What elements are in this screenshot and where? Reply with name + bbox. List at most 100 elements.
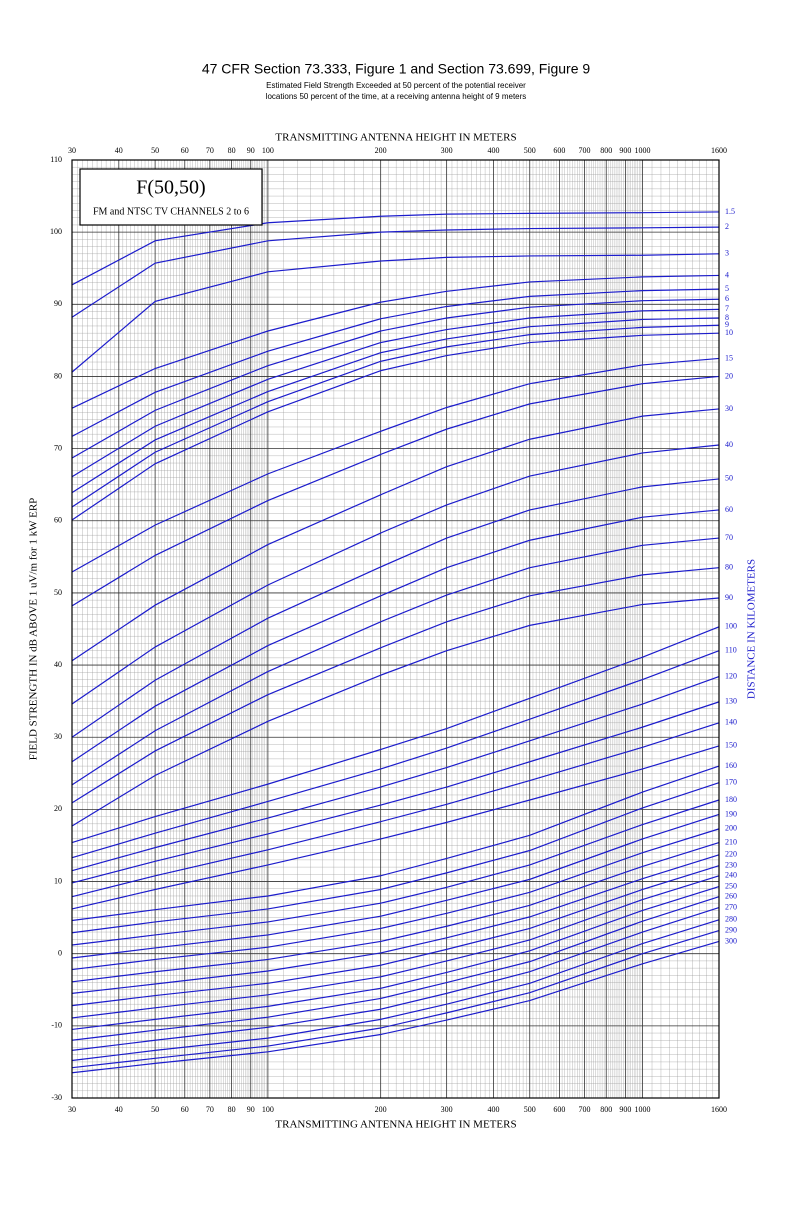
y-tick-label: 60 <box>54 516 62 525</box>
x-tick-label: 90 <box>247 146 255 155</box>
y-tick-label: 100 <box>50 227 62 236</box>
series-label: 160 <box>725 761 737 770</box>
x-tick-label: 200 <box>375 1105 387 1114</box>
series-line <box>71 226 720 318</box>
series-label: 4 <box>725 270 729 279</box>
chart-subtitle: locations 50 percent of the time, at a r… <box>266 92 527 101</box>
x-tick-label: 70 <box>206 1105 214 1114</box>
series-line <box>71 813 720 959</box>
x-tick-label: 900 <box>619 1105 631 1114</box>
series-label: 100 <box>725 622 737 631</box>
y-tick-label: 30 <box>54 732 62 741</box>
series-line <box>71 317 720 494</box>
series-label: 80 <box>725 562 733 571</box>
series-line <box>71 930 720 1069</box>
series-line <box>71 875 720 1019</box>
x-tick-label: 100 <box>262 146 274 155</box>
x-tick-label: 300 <box>441 146 453 155</box>
series-line <box>71 745 720 910</box>
series-line <box>71 854 720 994</box>
x-tick-label: 900 <box>619 146 631 155</box>
series-label: 10 <box>725 328 733 337</box>
y-tick-label: 90 <box>54 299 62 308</box>
x-tick-label: 400 <box>487 1105 499 1114</box>
series-line <box>71 408 720 662</box>
x-tick-label: 50 <box>151 1105 159 1114</box>
series-line <box>71 357 720 573</box>
plot-frame <box>71 159 720 1099</box>
series-label: 200 <box>725 824 737 833</box>
legend-box <box>79 168 263 226</box>
x-tick-label: 80 <box>228 1105 236 1114</box>
series-line <box>71 701 720 884</box>
series-line <box>71 919 720 1062</box>
grid <box>71 159 720 1099</box>
series-label: 15 <box>725 353 733 362</box>
series-line <box>71 626 720 844</box>
series-label: 20 <box>725 371 733 380</box>
series-line <box>71 332 720 521</box>
series-label: 250 <box>725 881 737 890</box>
series-label: 70 <box>725 533 733 542</box>
series-label: 240 <box>725 871 737 880</box>
x-tick-label: 40 <box>115 1105 123 1114</box>
x-tick-label: 300 <box>441 1105 453 1114</box>
series-line <box>71 509 720 763</box>
series-label: 230 <box>725 860 737 869</box>
series-line <box>71 722 720 898</box>
x-tick-label: 700 <box>578 1105 590 1114</box>
series-label: 3 <box>725 249 729 258</box>
legend-title: F(50,50) <box>136 177 205 199</box>
x-tick-label: 400 <box>487 146 499 155</box>
chart-title: 47 CFR Section 73.333, Figure 1 and Sect… <box>202 61 591 77</box>
series-line <box>71 478 720 738</box>
series-label: 6 <box>725 294 729 303</box>
series-line <box>71 799 720 946</box>
series-line <box>71 324 720 508</box>
series-label: 220 <box>725 850 737 859</box>
series-line <box>71 896 720 1041</box>
series-label: 90 <box>725 593 733 602</box>
legend-subtitle: FM and NTSC TV CHANNELS 2 to 6 <box>93 206 249 217</box>
series-label: 30 <box>725 404 733 413</box>
series-line <box>71 650 720 859</box>
y-tick-label: 40 <box>54 660 62 669</box>
series-label: 2 <box>725 222 729 231</box>
series-line <box>71 567 720 804</box>
series-label: 50 <box>725 474 733 483</box>
x-tick-label: 700 <box>578 146 590 155</box>
y-tick-label: -30 <box>51 1093 62 1102</box>
lines <box>71 211 720 1074</box>
y-tick-label: 10 <box>54 876 62 885</box>
x-tick-label: 1600 <box>711 1105 727 1114</box>
series-label: 120 <box>725 671 737 680</box>
series-line <box>71 842 720 983</box>
y-axis-label: FIELD STRENGTH IN dB ABOVE 1 uV/m for 1 … <box>28 498 40 761</box>
x-tick-label: 600 <box>553 146 565 155</box>
series-label: 290 <box>725 925 737 934</box>
series-line <box>71 375 720 607</box>
series-label: 140 <box>725 718 737 727</box>
x-tick-label: 600 <box>553 1105 565 1114</box>
y2-axis-label: DISTANCE IN KILOMETERS <box>746 559 758 699</box>
x-tick-label: 100 <box>262 1105 274 1114</box>
series-label: 9 <box>725 320 729 329</box>
x-tick-label: 30 <box>68 1105 76 1114</box>
series-label: 260 <box>725 892 737 901</box>
series-line <box>71 765 720 922</box>
series-label: 40 <box>725 440 733 449</box>
x-tick-label: 1600 <box>711 146 727 155</box>
x-tick-label: 60 <box>181 146 189 155</box>
series-label: 300 <box>725 936 737 945</box>
x-tick-label: 800 <box>600 1105 612 1114</box>
x-axis-label: TRANSMITTING ANTENNA HEIGHT IN METERS <box>275 1119 516 1131</box>
y-tick-label: 0 <box>58 949 62 958</box>
series-label: 5 <box>725 284 729 293</box>
series-label: 130 <box>725 697 737 706</box>
x-tick-label: 40 <box>115 146 123 155</box>
series-line <box>71 308 720 478</box>
x-tick-label: 800 <box>600 146 612 155</box>
series-line <box>71 537 720 786</box>
x-tick-label: 1000 <box>635 146 651 155</box>
